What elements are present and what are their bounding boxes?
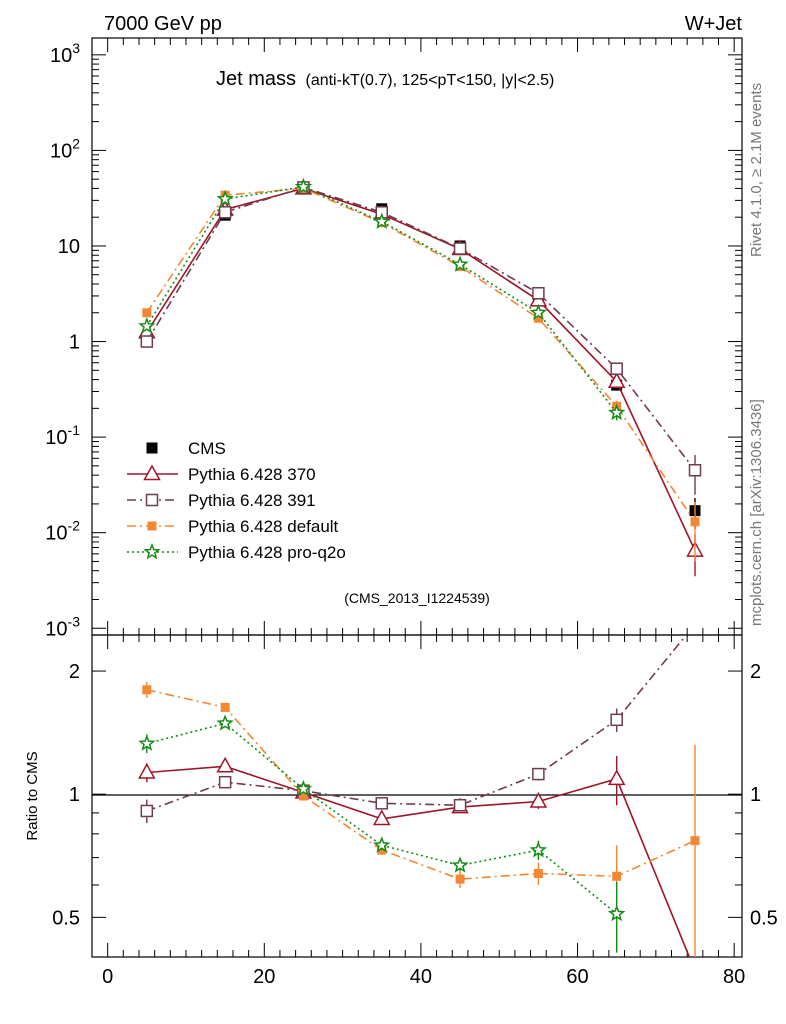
data-point (690, 836, 700, 846)
data-point (216, 189, 234, 207)
data-point (218, 775, 232, 789)
plot-title-detail: (anti-kT(0.7), 125<pT<150, |y|<2.5) (305, 72, 554, 89)
legend-item-cms: CMS (146, 439, 226, 458)
data-point (294, 177, 313, 195)
data-point (690, 517, 700, 527)
x-tick-label: 0 (102, 966, 113, 988)
data-point (140, 804, 154, 818)
data-point (529, 791, 548, 808)
axis-ticks (92, 38, 742, 957)
legend-marker (146, 442, 158, 454)
data-point (529, 840, 548, 858)
series-line (146, 187, 696, 551)
legend-item-p370: Pythia 6.428 370 (127, 464, 316, 484)
axis-tick-labels: 10-3 10-2 10-1 1 10 102 103 0 20 40 60 80 0.5 0.5 1 1 2 2 (45, 40, 778, 988)
data-point (216, 714, 234, 731)
series-line (146, 635, 688, 812)
data-point (532, 287, 545, 300)
y-tick-label-main: 1 (69, 332, 80, 354)
energy-label: 7000 GeV pp (104, 13, 222, 35)
series-line (146, 186, 696, 471)
plot-title: Jet mass (anti-kT(0.7), 125<pT<150, |y|<… (216, 68, 554, 90)
data-point (688, 464, 702, 477)
ratio-panel-frame (91, 634, 743, 958)
y-tick-label-main: 10-3 (45, 613, 80, 640)
legend-label: Pythia 6.428 370 (188, 465, 316, 484)
data-point (610, 362, 623, 375)
data-point (142, 685, 152, 695)
legend-item-p391: Pythia 6.428 391 (127, 491, 316, 510)
data-point (533, 313, 543, 323)
series-line (146, 765, 691, 957)
legend: CMS Pythia 6.428 370 Pythia 6.428 391 Pythi… (127, 439, 346, 562)
series-proq2o (138, 177, 626, 421)
data-point (607, 769, 626, 786)
legend-label: Pythia 6.428 391 (188, 491, 316, 510)
y-tick-label-main: 102 (50, 135, 80, 162)
data-point (138, 316, 156, 334)
legend-marker (145, 493, 159, 507)
data-point (140, 335, 154, 348)
data-point (532, 767, 545, 781)
data-point (294, 779, 313, 797)
data-point (216, 756, 234, 773)
y-tick-label-main: 103 (50, 40, 80, 67)
rivet-version-label: Rivet 4.1.0, ≥ 2.1M events (748, 83, 765, 257)
x-tick-label: 80 (723, 966, 745, 988)
data-point (453, 242, 467, 255)
data-point (607, 403, 626, 421)
y-tick-label-ratio: 1 (69, 784, 80, 806)
y-tick-label-ratio: 0.5 (52, 907, 80, 929)
series-line (146, 689, 696, 880)
data-point (298, 791, 308, 801)
x-tick-label: 60 (566, 966, 588, 988)
data-point (451, 856, 469, 873)
data-point (453, 798, 467, 812)
data-point (607, 372, 626, 388)
data-point (529, 303, 547, 321)
data-point (218, 206, 232, 219)
data-point (138, 734, 156, 751)
legend-label: Pythia 6.428 default (188, 517, 339, 536)
x-tick-label: 20 (253, 966, 275, 988)
legend-label: CMS (188, 439, 226, 458)
data-point (608, 904, 626, 922)
data-point (455, 874, 465, 884)
data-point (138, 762, 156, 779)
analysis-tag: (CMS_2013_I1224539) (344, 590, 490, 606)
y-tick-label-main: 10-2 (45, 518, 80, 545)
data-point (373, 836, 391, 853)
process-label: W+Jet (685, 13, 743, 35)
y-tick-label-ratio-right: 2 (750, 661, 761, 683)
data-point (373, 212, 391, 229)
data-point (142, 308, 152, 318)
data-point (533, 868, 543, 878)
main-panel-series (138, 177, 704, 577)
data-point (451, 255, 469, 272)
mcplots-source-label: mcplots.cern.ch [arXiv:1306.3436] (748, 399, 765, 626)
legend-item-proq2o: Pythia 6.428 pro-q2o (127, 542, 346, 562)
ratio-panel-series (138, 635, 700, 957)
data-point (220, 702, 230, 712)
series-line (146, 187, 696, 523)
y-tick-label-main: 10 (58, 236, 80, 258)
data-point (610, 713, 623, 727)
legend-label: Pythia 6.428 pro-q2o (188, 543, 346, 562)
ratio-ylabel: Ratio to CMS (24, 751, 41, 840)
legend-marker (147, 521, 157, 531)
data-point (375, 797, 389, 810)
legend-item-default: Pythia 6.428 default (127, 517, 339, 536)
series-proq2o (138, 714, 626, 953)
y-tick-label-ratio: 2 (69, 661, 80, 683)
data-point (372, 809, 391, 826)
legend-marker (143, 542, 161, 560)
y-tick-label-ratio-right: 0.5 (750, 907, 778, 929)
y-tick-label-ratio-right: 1 (750, 784, 761, 806)
legend-marker (143, 464, 161, 481)
plot-title-main: Jet mass (216, 68, 296, 90)
x-tick-label: 40 (410, 966, 432, 988)
data-point (612, 871, 622, 881)
y-tick-label-main: 10-1 (45, 422, 80, 449)
